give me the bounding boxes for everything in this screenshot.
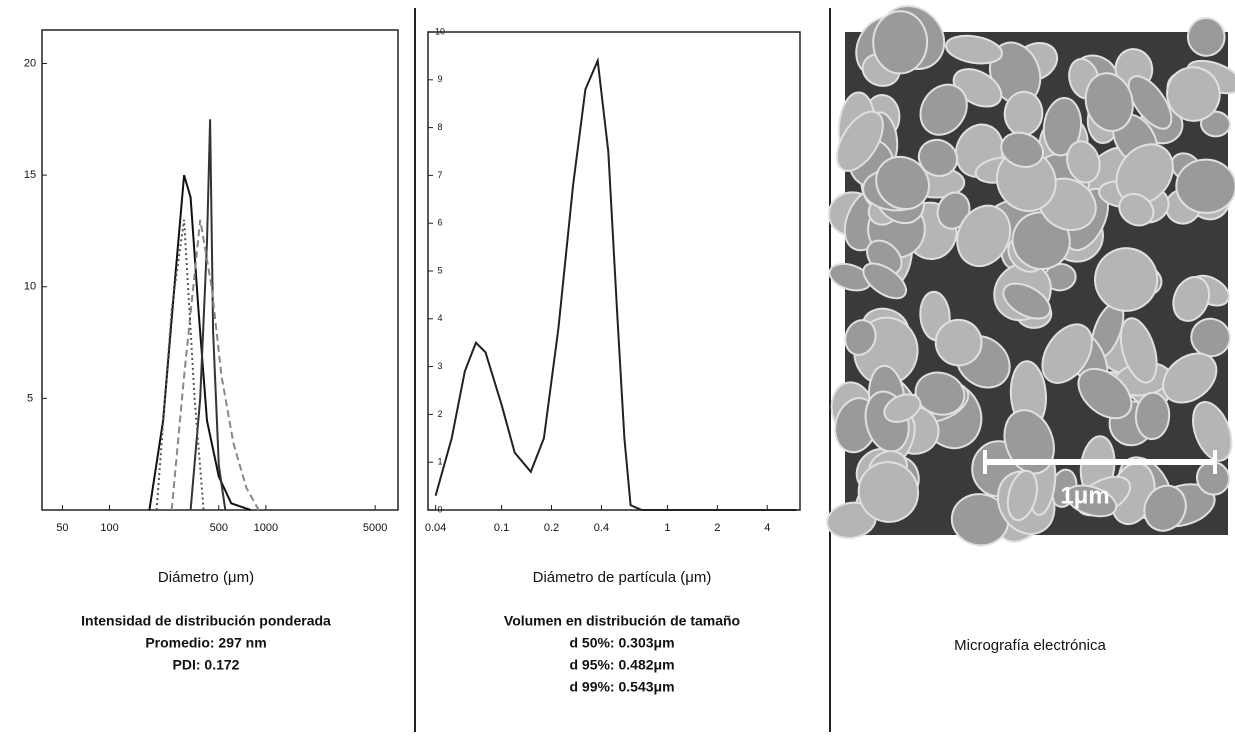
grain bbox=[1162, 352, 1218, 404]
grain bbox=[1192, 401, 1233, 462]
caption-line: d 99%: 0.543μm bbox=[569, 679, 674, 695]
series-line bbox=[155, 219, 205, 511]
y-tick-label: 10 bbox=[435, 26, 445, 36]
caption-line: d 50%: 0.303μm bbox=[569, 635, 674, 651]
grain bbox=[1000, 131, 1045, 168]
y-tick-label: 20 bbox=[24, 57, 36, 69]
grain bbox=[1172, 276, 1211, 322]
caption: Micrografía electrónica bbox=[954, 637, 1106, 654]
y-tick-label: 1 bbox=[437, 457, 442, 467]
grain bbox=[919, 83, 968, 136]
y-tick-label: 5 bbox=[437, 265, 442, 275]
y-tick-label: 9 bbox=[437, 74, 442, 84]
grain bbox=[934, 318, 983, 367]
grain bbox=[844, 319, 877, 356]
x-tick-label: 0.04 bbox=[425, 522, 446, 534]
grain bbox=[1006, 469, 1038, 522]
y-tick-label: 7 bbox=[437, 170, 442, 180]
x-tick-label: 1000 bbox=[254, 522, 278, 534]
grain bbox=[1143, 484, 1187, 532]
x-tick-label: 5000 bbox=[363, 522, 387, 534]
grain bbox=[1118, 193, 1155, 227]
grain bbox=[836, 110, 884, 172]
x-tick-label: 50 bbox=[56, 522, 68, 534]
grain bbox=[1042, 96, 1083, 157]
grain bbox=[944, 34, 1003, 65]
grain bbox=[1065, 484, 1118, 518]
grain bbox=[950, 493, 1010, 547]
grain bbox=[1077, 367, 1133, 420]
x-tick-label: 2 bbox=[714, 522, 720, 534]
scale-label: 1μm bbox=[1060, 482, 1109, 509]
grain bbox=[1084, 72, 1134, 132]
y-tick-label: 0 bbox=[437, 504, 442, 514]
grain bbox=[1186, 16, 1226, 57]
y-tick-label: 4 bbox=[437, 313, 442, 323]
y-tick-label: 6 bbox=[437, 218, 442, 228]
grain bbox=[1175, 158, 1235, 214]
caption-line: d 95%: 0.482μm bbox=[569, 657, 674, 673]
grain bbox=[914, 371, 966, 416]
grain bbox=[1166, 66, 1221, 122]
grain bbox=[1134, 391, 1171, 441]
grain bbox=[857, 461, 920, 523]
x-tick-label: 1 bbox=[664, 522, 670, 534]
x-tick-label: 0.1 bbox=[494, 522, 509, 534]
grain bbox=[872, 10, 929, 75]
series-line bbox=[170, 219, 260, 511]
grain bbox=[1002, 282, 1052, 320]
y-tick-label: 5 bbox=[27, 392, 33, 404]
series-line bbox=[434, 56, 797, 511]
grain bbox=[1094, 247, 1159, 312]
grain bbox=[1066, 140, 1101, 184]
x-tick-label: 500 bbox=[210, 522, 228, 534]
y-tick-label: 2 bbox=[437, 409, 442, 419]
micrograph bbox=[826, 4, 1235, 547]
grain bbox=[956, 204, 1012, 268]
caption-line: Promedio: 297 nm bbox=[145, 635, 266, 651]
grain bbox=[1041, 323, 1093, 384]
grain bbox=[883, 393, 922, 423]
caption-line: Volumen en distribución de tamaño bbox=[504, 613, 740, 629]
grain bbox=[1127, 75, 1173, 130]
x-tick-label: 0.2 bbox=[544, 522, 559, 534]
caption-line: Intensidad de distribución ponderada bbox=[81, 613, 331, 629]
x-axis-label: Diámetro (μm) bbox=[158, 569, 254, 586]
plot-frame bbox=[41, 29, 399, 511]
y-tick-label: 10 bbox=[24, 281, 36, 293]
grain bbox=[1119, 317, 1158, 384]
x-tick-label: 4 bbox=[764, 522, 770, 534]
grain bbox=[1200, 110, 1231, 138]
grain bbox=[862, 262, 908, 300]
grain bbox=[1003, 409, 1055, 475]
x-axis-label: Diámetro de partícula (μm) bbox=[533, 569, 712, 586]
caption-line: PDI: 0.172 bbox=[173, 657, 240, 673]
y-tick-label: 15 bbox=[24, 169, 36, 181]
y-tick-label: 8 bbox=[437, 122, 442, 132]
series-line bbox=[189, 119, 227, 511]
grain bbox=[917, 138, 959, 177]
grain bbox=[875, 155, 930, 211]
y-tick-label: 3 bbox=[437, 361, 442, 371]
x-tick-label: 0.4 bbox=[594, 522, 609, 534]
x-tick-label: 100 bbox=[100, 522, 118, 534]
